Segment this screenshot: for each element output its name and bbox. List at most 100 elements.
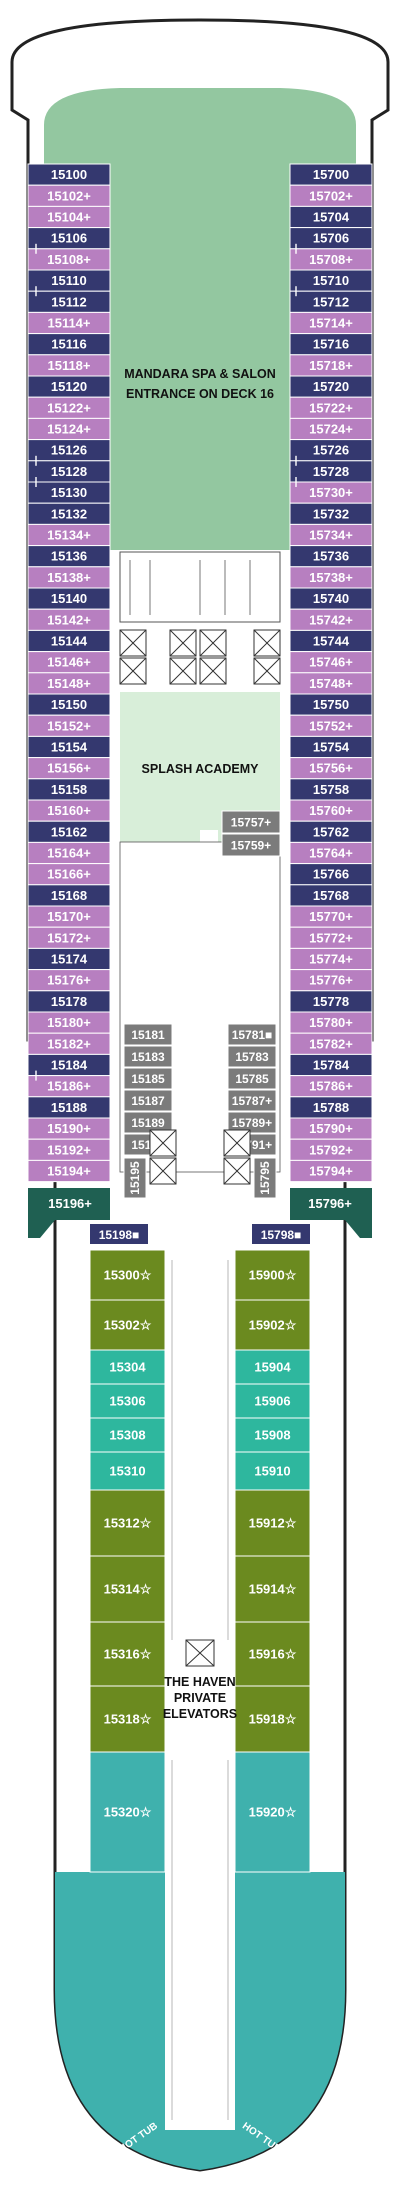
- cabin-15120-label: 15120: [51, 379, 87, 394]
- cabin-15116: 15116: [27, 333, 111, 356]
- cabin-15768-label: 15768: [313, 888, 349, 903]
- suite-15312-fill: [89, 1489, 166, 1557]
- suite-15308-label: 15308: [109, 1428, 145, 1443]
- cabin-15798-box: 15798■: [252, 1224, 310, 1244]
- cabin-15778-label: 15778: [313, 994, 349, 1009]
- cabin-15187-label: 15187: [131, 1094, 165, 1108]
- cabin-15187-fill: [123, 1089, 173, 1112]
- cabin-15182-label: 15182+: [47, 1036, 91, 1051]
- cabin-15770: 15770+: [289, 905, 373, 928]
- cabin-15772-label: 15772+: [309, 930, 353, 945]
- suite-15916: 15916☆: [234, 1621, 311, 1687]
- cabin-15704-label: 15704: [313, 210, 350, 225]
- cabin-15759-fill: [221, 833, 281, 857]
- cabin-15100: 15100: [27, 163, 111, 186]
- cabin-15788: 15788: [289, 1096, 373, 1119]
- cabin-15783-fill: [227, 1045, 277, 1068]
- cabin-15194: 15194+: [27, 1159, 111, 1183]
- suite-15920: 15920☆: [234, 1751, 311, 1873]
- cabin-15728-label: 15728: [313, 464, 349, 479]
- cabin-15126: 15126: [27, 439, 111, 462]
- cabin-15140-label: 15140: [51, 591, 87, 606]
- cabin-15185-fill: [123, 1067, 173, 1090]
- cabin-15186: 15186+: [27, 1075, 111, 1098]
- cabin-15746-label: 15746+: [309, 655, 353, 670]
- cabin-15710: 15710: [289, 269, 373, 292]
- cabin-15189-fill: [123, 1111, 173, 1134]
- cabin-15770-label: 15770+: [309, 909, 353, 924]
- cabin-15756-label: 15756+: [309, 761, 353, 776]
- suite-15318-fill: [89, 1685, 166, 1753]
- cabin-15176: 15176+: [27, 969, 111, 992]
- cabin-15168: 15168: [27, 884, 111, 907]
- splash-academy-label: SPLASH ACADEMY: [142, 762, 260, 776]
- cabin-15704: 15704: [289, 205, 373, 229]
- cabin-15700-label: 15700: [313, 167, 349, 182]
- suite-15320-label: 15320☆: [104, 1805, 152, 1820]
- cabin-15716: 15716: [289, 333, 373, 356]
- suite-15902: 15902☆: [234, 1299, 311, 1351]
- cabin-15168-label: 15168: [51, 888, 87, 903]
- cabin-15174: 15174: [27, 947, 111, 971]
- suite-15916-fill: [234, 1621, 311, 1687]
- cabin-15150-label: 15150: [51, 697, 87, 712]
- cabin-15130: 15130: [27, 481, 111, 504]
- haven-corridor-stripes: [171, 1260, 229, 2120]
- suite-15920-label: 15920☆: [249, 1805, 297, 1820]
- cabin-15714-label: 15714+: [309, 316, 353, 331]
- cabin-15195: 15195: [123, 1157, 147, 1199]
- cabin-15781-fill: [227, 1023, 277, 1046]
- suite-15900-label: 15900☆: [249, 1268, 297, 1283]
- suite-15314-fill: [89, 1555, 166, 1623]
- cabin-15762-label: 15762: [313, 824, 349, 839]
- cabin-15112-label: 15112: [51, 294, 86, 309]
- cabin-15706-label: 15706: [313, 231, 349, 246]
- suite-15910-label: 15910: [254, 1464, 290, 1479]
- suite-15906: 15906: [234, 1383, 311, 1419]
- cabin-15181: 15181: [123, 1023, 173, 1046]
- cabin-15758: 15758: [289, 778, 373, 801]
- suite-15900-fill: [234, 1249, 311, 1301]
- cabin-15700: 15700: [289, 163, 373, 186]
- cabin-15172: 15172+: [27, 926, 111, 949]
- cabin-15122-label: 15122+: [47, 400, 91, 415]
- suite-15316-label: 15316☆: [104, 1647, 152, 1662]
- cabin-15776-label: 15776+: [309, 973, 353, 988]
- cabin-15785: 15785: [227, 1067, 277, 1090]
- cabin-15757: 15757+: [221, 810, 281, 834]
- elevators-forward: [119, 629, 281, 685]
- cabin-15726-label: 15726: [313, 443, 349, 458]
- cabin-15152: 15152+: [27, 714, 111, 737]
- cabin-15185-label: 15185: [131, 1072, 165, 1086]
- cabin-15718-label: 15718+: [309, 358, 353, 373]
- haven-corridor: [165, 1250, 235, 2130]
- suite-15300-label: 15300☆: [104, 1268, 152, 1283]
- cabin-15722-label: 15722+: [309, 400, 353, 415]
- cabin-15732-label: 15732: [313, 506, 349, 521]
- cabin-15108-label: 15108+: [47, 252, 91, 267]
- suite-15912-label: 15912☆: [249, 1516, 297, 1531]
- cabin-15162: 15162: [27, 820, 111, 843]
- cabin-15738-label: 15738+: [309, 570, 353, 585]
- cabin-15194-label: 15194+: [47, 1164, 91, 1179]
- cabin-15120: 15120: [27, 375, 111, 398]
- suite-15308-fill: [89, 1417, 166, 1453]
- cabin-15784: 15784: [289, 1053, 373, 1077]
- cabin-15759: 15759+: [221, 833, 281, 857]
- elevators-aft: [149, 1129, 251, 1185]
- cabin-15786-label: 15786+: [309, 1079, 353, 1094]
- cabin-15180-label: 15180+: [47, 1015, 91, 1030]
- cabin-15786: 15786+: [289, 1075, 373, 1098]
- cabin-15176-label: 15176+: [47, 973, 91, 988]
- cabin-15122: 15122+: [27, 396, 111, 419]
- cabin-15128-label: 15128: [51, 464, 87, 479]
- cabin-15782: 15782+: [289, 1032, 373, 1055]
- suite-15318-label: 15318☆: [104, 1712, 152, 1727]
- cabin-15736: 15736: [289, 545, 373, 568]
- cabin-15181-fill: [123, 1023, 173, 1046]
- haven-label-line2: PRIVATE: [174, 1691, 226, 1705]
- cabin-15776: 15776+: [289, 969, 373, 992]
- cabin-15136: 15136: [27, 545, 111, 568]
- cabin-15774: 15774+: [289, 947, 373, 971]
